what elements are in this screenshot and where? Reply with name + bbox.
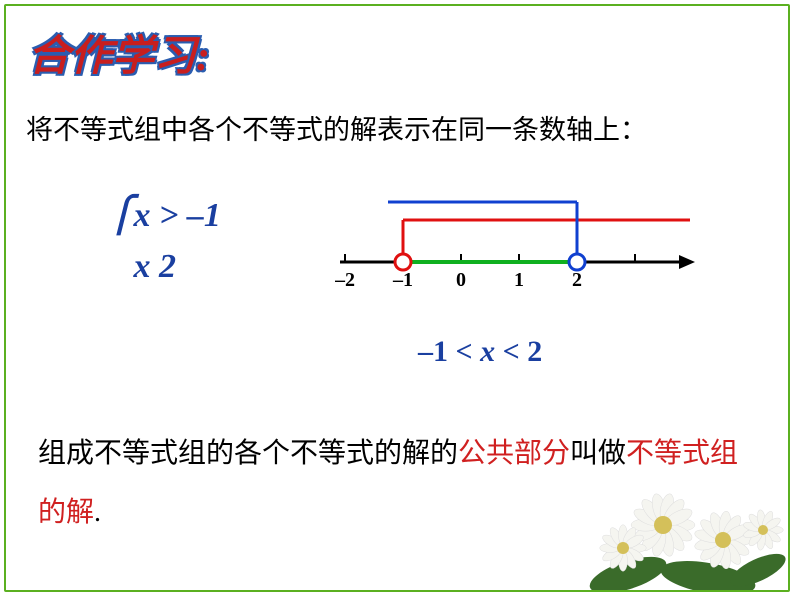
- intro-text: 将不等式组中各个不等式的解表示在同一条数轴上：: [26, 108, 647, 147]
- conc-p1: 组成不等式组的各个不等式的解的: [38, 438, 458, 469]
- svg-text:2: 2: [572, 269, 582, 291]
- system-row-1: ⎧x > –1: [108, 190, 221, 241]
- var-x-1: x: [134, 197, 151, 234]
- row2-rest: 2: [151, 248, 177, 285]
- sol-right: < 2: [495, 335, 542, 368]
- conc-p2: 公共部分: [458, 438, 570, 469]
- conc-p3: 叫做: [570, 438, 626, 469]
- conc-p5: .: [94, 497, 101, 528]
- svg-text:0: 0: [456, 269, 466, 291]
- svg-text:–2: –2: [335, 269, 355, 291]
- row1-rest: > –1: [151, 197, 221, 234]
- inequality-system: ⎧x > –1 ⎩x 2: [108, 190, 221, 292]
- solution-text: –1 < x < 2: [418, 335, 542, 369]
- sol-var: x: [480, 335, 495, 368]
- number-line-diagram: –2 –1 0 1 2: [335, 190, 705, 310]
- svg-text:1: 1: [514, 269, 524, 291]
- var-x-2: x: [134, 248, 151, 285]
- system-row-2: ⎩x 2: [108, 241, 221, 292]
- brace-top: ⎧: [108, 197, 134, 234]
- svg-text:–1: –1: [392, 269, 413, 291]
- title: 合作学习:: [28, 22, 210, 83]
- flower-decoration: [568, 470, 788, 590]
- sol-left: –1 <: [418, 335, 480, 368]
